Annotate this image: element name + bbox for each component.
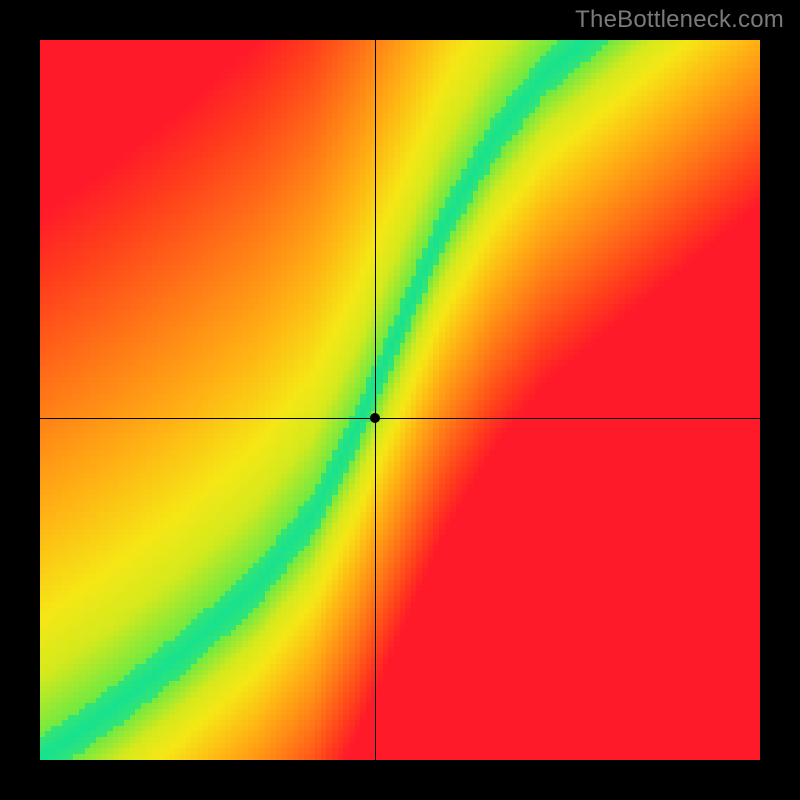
heatmap-canvas — [40, 40, 760, 760]
marker-dot — [370, 413, 380, 423]
plot-area — [40, 40, 760, 760]
watermark-text: TheBottleneck.com — [575, 6, 784, 34]
chart-container: TheBottleneck.com — [0, 0, 800, 800]
crosshair-horizontal — [40, 418, 760, 419]
crosshair-vertical — [375, 40, 376, 760]
